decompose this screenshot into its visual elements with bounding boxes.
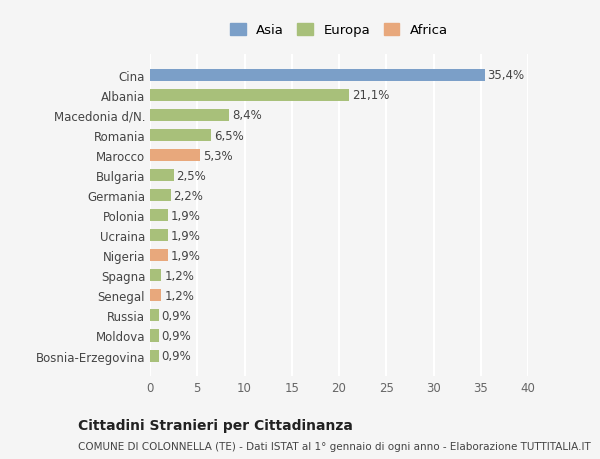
Bar — [150, 330, 158, 342]
Bar — [150, 230, 168, 242]
Text: 0,9%: 0,9% — [161, 309, 191, 322]
Bar — [150, 210, 168, 222]
Bar — [150, 290, 161, 302]
Text: 1,9%: 1,9% — [171, 209, 200, 222]
Text: 8,4%: 8,4% — [232, 109, 262, 122]
Text: 21,1%: 21,1% — [352, 89, 389, 102]
Bar — [150, 190, 171, 202]
Text: Cittadini Stranieri per Cittadinanza: Cittadini Stranieri per Cittadinanza — [78, 418, 353, 431]
Bar — [150, 270, 161, 282]
Text: 2,2%: 2,2% — [173, 189, 203, 202]
Bar — [150, 70, 485, 82]
Text: 1,2%: 1,2% — [164, 269, 194, 282]
Bar — [150, 150, 200, 162]
Text: 2,5%: 2,5% — [176, 169, 206, 182]
Text: 35,4%: 35,4% — [487, 69, 524, 82]
Text: 1,9%: 1,9% — [171, 229, 200, 242]
Text: COMUNE DI COLONNELLA (TE) - Dati ISTAT al 1° gennaio di ogni anno - Elaborazione: COMUNE DI COLONNELLA (TE) - Dati ISTAT a… — [78, 441, 591, 451]
Bar — [150, 350, 158, 362]
Bar — [150, 90, 349, 102]
Legend: Asia, Europa, Africa: Asia, Europa, Africa — [226, 20, 452, 41]
Text: 5,3%: 5,3% — [203, 149, 233, 162]
Text: 1,2%: 1,2% — [164, 289, 194, 302]
Bar — [150, 110, 229, 122]
Text: 1,9%: 1,9% — [171, 249, 200, 262]
Bar — [150, 170, 173, 182]
Text: 0,9%: 0,9% — [161, 349, 191, 362]
Text: 0,9%: 0,9% — [161, 329, 191, 342]
Bar — [150, 130, 211, 142]
Text: 6,5%: 6,5% — [214, 129, 244, 142]
Bar — [150, 250, 168, 262]
Bar — [150, 310, 158, 322]
